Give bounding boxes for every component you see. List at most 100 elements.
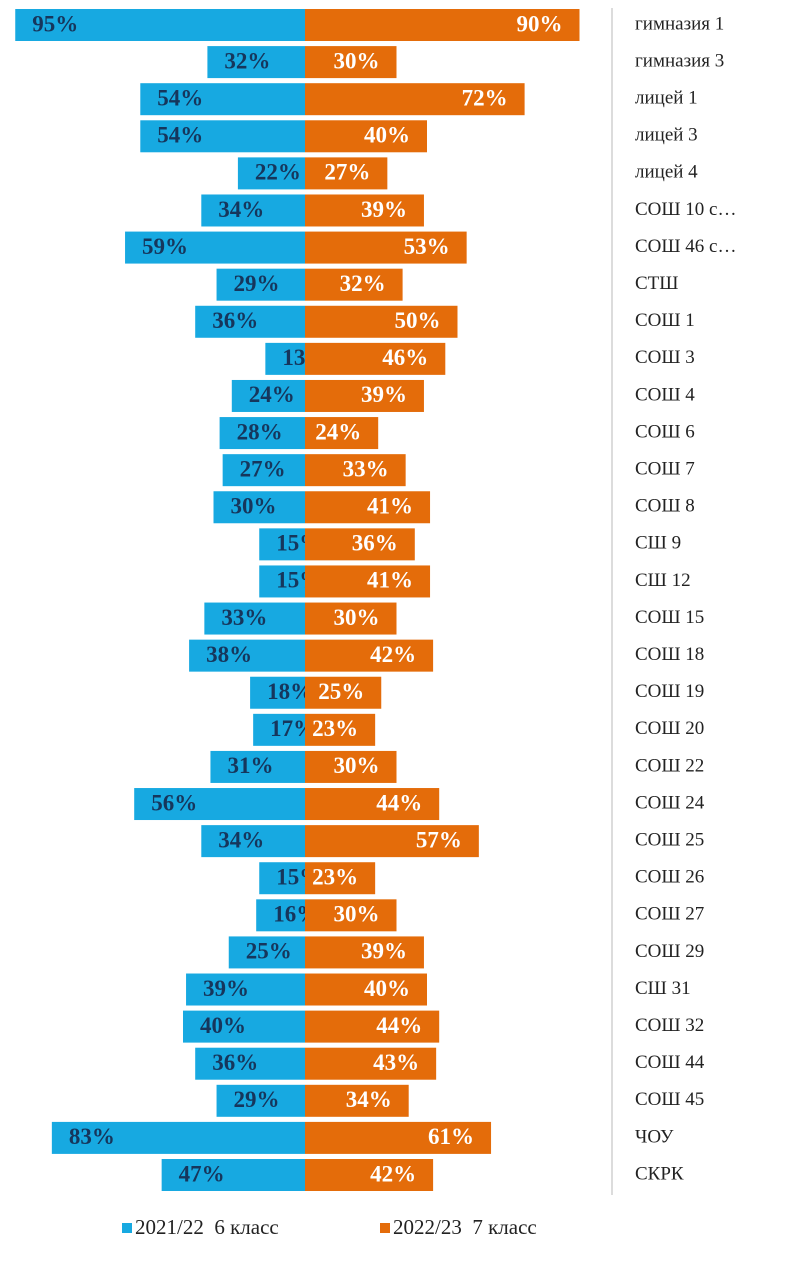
- bar: [305, 825, 479, 858]
- data-label: 39%: [361, 382, 407, 407]
- data-label: 22%: [255, 160, 301, 185]
- data-label: 57%: [416, 827, 462, 852]
- bar: [305, 899, 397, 932]
- category-label: СТШ: [635, 273, 678, 294]
- data-label: 25%: [246, 939, 292, 964]
- data-label: 95%: [32, 11, 78, 36]
- category-label: СОШ 32: [635, 1015, 704, 1036]
- category-label: СОШ 19: [635, 681, 704, 702]
- data-label: 30%: [334, 605, 380, 630]
- data-label: 42%: [370, 1161, 416, 1186]
- data-label: 56%: [151, 790, 197, 815]
- data-label: 42%: [370, 642, 416, 667]
- data-label: 29%: [234, 271, 280, 296]
- category-label: СОШ 46 с…: [635, 236, 737, 257]
- data-label: 39%: [361, 197, 407, 222]
- data-label: 28%: [237, 419, 283, 444]
- category-label: СКРК: [635, 1163, 684, 1184]
- category-label: СОШ 26: [635, 867, 704, 888]
- bar: [231, 379, 305, 412]
- data-label: 30%: [334, 753, 380, 778]
- bar: [305, 936, 424, 969]
- bar: [15, 9, 305, 41]
- data-label: 32%: [224, 48, 270, 73]
- data-label: 23%: [312, 865, 358, 890]
- bar: [305, 120, 427, 153]
- bar: [256, 899, 305, 932]
- data-label: 33%: [343, 456, 389, 481]
- legend-label: 2022/23 7 класс: [393, 1215, 537, 1239]
- bar: [195, 305, 305, 338]
- data-label: 40%: [364, 123, 410, 148]
- bar: [204, 602, 305, 635]
- legend-swatch: [122, 1223, 132, 1233]
- bar: [305, 1010, 440, 1043]
- bar: [216, 268, 305, 301]
- bar: [259, 528, 305, 561]
- bar: [305, 1047, 437, 1080]
- data-label: 44%: [376, 790, 422, 815]
- category-label: СОШ 18: [635, 644, 704, 665]
- bar: [305, 9, 580, 41]
- data-label: 72%: [462, 85, 508, 110]
- legend-label: 2021/22 6 класс: [135, 1215, 279, 1239]
- data-label: 23%: [312, 716, 358, 741]
- category-label: СОШ 3: [635, 347, 695, 368]
- bar: [228, 936, 305, 969]
- category-label: СОШ 6: [635, 421, 695, 442]
- bar: [210, 750, 305, 783]
- data-label: 44%: [376, 1013, 422, 1038]
- bar: [207, 46, 305, 79]
- data-label: 40%: [364, 976, 410, 1001]
- data-label: 38%: [206, 642, 252, 667]
- bar: [305, 602, 397, 635]
- data-label: 41%: [367, 494, 413, 519]
- data-label: 54%: [157, 123, 203, 148]
- bar: [305, 788, 440, 821]
- bar: [305, 194, 424, 227]
- category-label: лицей 4: [635, 162, 698, 183]
- data-label: 32%: [340, 271, 386, 296]
- data-label: 36%: [212, 1050, 258, 1075]
- data-label: 36%: [352, 531, 398, 556]
- data-label: 53%: [404, 234, 450, 259]
- bar: [213, 491, 305, 524]
- bar: [305, 750, 397, 783]
- category-label: ЧОУ: [635, 1126, 674, 1147]
- data-label: 90%: [517, 11, 563, 36]
- category-label: СШ 31: [635, 978, 691, 999]
- data-label: 34%: [218, 197, 264, 222]
- category-label: СШ 9: [635, 533, 681, 554]
- bar: [305, 862, 376, 895]
- data-label: 34%: [346, 1087, 392, 1112]
- data-label: 33%: [221, 605, 267, 630]
- category-label: СОШ 4: [635, 384, 695, 405]
- category-label: СОШ 7: [635, 459, 695, 480]
- bar: [250, 676, 305, 709]
- data-label: 46%: [382, 345, 428, 370]
- bar: [216, 1084, 305, 1117]
- bar: [305, 305, 458, 338]
- data-label: 29%: [234, 1087, 280, 1112]
- data-label: 39%: [203, 976, 249, 1001]
- bar: [201, 194, 305, 227]
- category-label: СОШ 45: [635, 1089, 704, 1110]
- data-label: 34%: [218, 827, 264, 852]
- category-label: СШ 12: [635, 570, 691, 591]
- bar: [201, 825, 305, 858]
- data-label: 30%: [231, 494, 277, 519]
- bar: [186, 973, 305, 1006]
- bar: [305, 1159, 434, 1191]
- category-label: гимназия 3: [635, 50, 724, 71]
- data-label: 31%: [227, 753, 273, 778]
- category-label: СОШ 20: [635, 718, 704, 739]
- data-label: 30%: [334, 902, 380, 927]
- bar: [305, 491, 431, 524]
- category-label: СОШ 1: [635, 310, 695, 331]
- bar: [305, 454, 406, 487]
- category-label: СОШ 24: [635, 792, 705, 813]
- bar: [195, 1047, 305, 1080]
- data-label: 54%: [157, 85, 203, 110]
- category-label: СОШ 44: [635, 1052, 705, 1073]
